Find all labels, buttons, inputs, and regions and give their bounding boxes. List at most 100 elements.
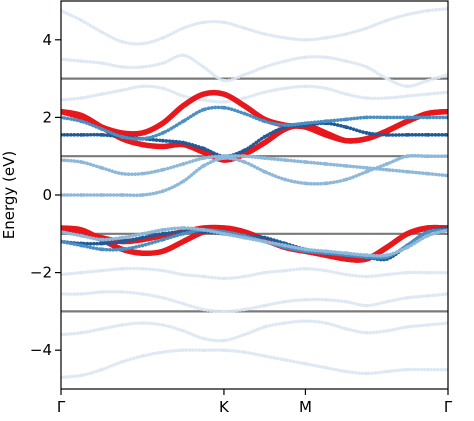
band-point bbox=[99, 193, 104, 197]
band-dotted-line bbox=[61, 7, 448, 46]
band-point bbox=[79, 18, 83, 22]
band-point bbox=[303, 160, 308, 164]
band-point bbox=[405, 245, 410, 250]
band-point bbox=[120, 360, 124, 364]
band-point bbox=[79, 243, 84, 248]
band-point bbox=[283, 243, 287, 248]
band-point bbox=[426, 294, 430, 298]
band-point bbox=[201, 336, 206, 341]
band-dotted-line bbox=[61, 153, 448, 198]
band-point bbox=[263, 65, 267, 69]
band-point bbox=[79, 331, 83, 335]
band-point bbox=[384, 162, 389, 166]
band-point bbox=[120, 88, 124, 92]
band-point bbox=[405, 115, 410, 120]
band-point bbox=[79, 233, 84, 238]
band-point bbox=[262, 156, 267, 161]
band-dotted-line bbox=[61, 348, 448, 380]
dotted-bands bbox=[61, 105, 448, 262]
band-point bbox=[120, 171, 125, 176]
band-point bbox=[201, 274, 206, 279]
band-point bbox=[100, 92, 104, 96]
band-point bbox=[344, 300, 348, 304]
band-point bbox=[263, 271, 267, 275]
band-point bbox=[323, 249, 328, 254]
band-point bbox=[385, 369, 389, 374]
band-point bbox=[242, 307, 246, 312]
band-point bbox=[405, 84, 409, 88]
band-point bbox=[120, 239, 125, 244]
band-point bbox=[181, 119, 186, 124]
x-tick-label: M bbox=[299, 398, 312, 416]
band-point bbox=[344, 59, 348, 63]
band-point bbox=[99, 237, 104, 242]
band-dotted-line bbox=[61, 319, 448, 343]
band-point bbox=[364, 253, 369, 258]
band-point bbox=[384, 167, 389, 172]
band-point bbox=[283, 177, 287, 182]
band-point bbox=[262, 169, 267, 174]
band-point bbox=[181, 94, 185, 98]
band-point bbox=[181, 53, 185, 57]
band-point bbox=[405, 12, 409, 17]
band-point bbox=[324, 366, 328, 370]
band-point bbox=[384, 132, 389, 137]
band-point bbox=[303, 38, 308, 42]
band-point bbox=[385, 300, 389, 304]
band-point bbox=[201, 228, 206, 232]
band-point bbox=[364, 96, 369, 100]
band-point bbox=[303, 247, 308, 252]
band-point bbox=[263, 90, 267, 94]
band-point bbox=[201, 98, 206, 102]
band-point bbox=[120, 323, 124, 327]
band-point bbox=[344, 92, 348, 96]
band-point bbox=[405, 368, 409, 372]
band-point bbox=[405, 271, 409, 275]
band-point bbox=[385, 18, 389, 22]
band-point bbox=[283, 300, 287, 304]
band-dotted-line bbox=[61, 84, 448, 104]
band-point bbox=[303, 267, 308, 271]
band-point bbox=[344, 327, 348, 331]
y-tick-label: 4 bbox=[42, 31, 52, 49]
band-point bbox=[344, 164, 349, 168]
band-point bbox=[263, 32, 267, 36]
band-point bbox=[405, 169, 410, 174]
band-point bbox=[385, 329, 389, 333]
band-point bbox=[120, 290, 124, 294]
band-point bbox=[242, 148, 247, 153]
band-point bbox=[324, 86, 328, 90]
band-point bbox=[201, 348, 206, 352]
band-point bbox=[262, 119, 267, 124]
band-point bbox=[140, 136, 145, 141]
band-point bbox=[120, 235, 125, 240]
band-point bbox=[283, 36, 287, 40]
band-point bbox=[160, 228, 165, 232]
band-point bbox=[161, 269, 165, 273]
band-point bbox=[201, 107, 206, 112]
band-point bbox=[324, 321, 328, 325]
band-point bbox=[222, 156, 226, 161]
band-point bbox=[242, 235, 247, 240]
band-point bbox=[222, 276, 226, 281]
band-point bbox=[99, 241, 104, 246]
band-point bbox=[222, 231, 226, 236]
band-point bbox=[426, 9, 430, 13]
band-point bbox=[120, 40, 124, 44]
band-point bbox=[201, 307, 206, 312]
band-point bbox=[140, 42, 145, 46]
band-point bbox=[405, 132, 410, 137]
band-point bbox=[140, 321, 145, 325]
band-point bbox=[120, 65, 124, 69]
band-point bbox=[140, 354, 145, 358]
band-point bbox=[181, 348, 185, 352]
band-point bbox=[324, 269, 328, 273]
band-point bbox=[283, 321, 287, 325]
band-dotted-line bbox=[61, 53, 448, 89]
band-point bbox=[181, 162, 186, 166]
band-point bbox=[201, 164, 206, 168]
band-point bbox=[79, 160, 84, 164]
band-point bbox=[364, 303, 369, 308]
band-point bbox=[79, 373, 83, 378]
